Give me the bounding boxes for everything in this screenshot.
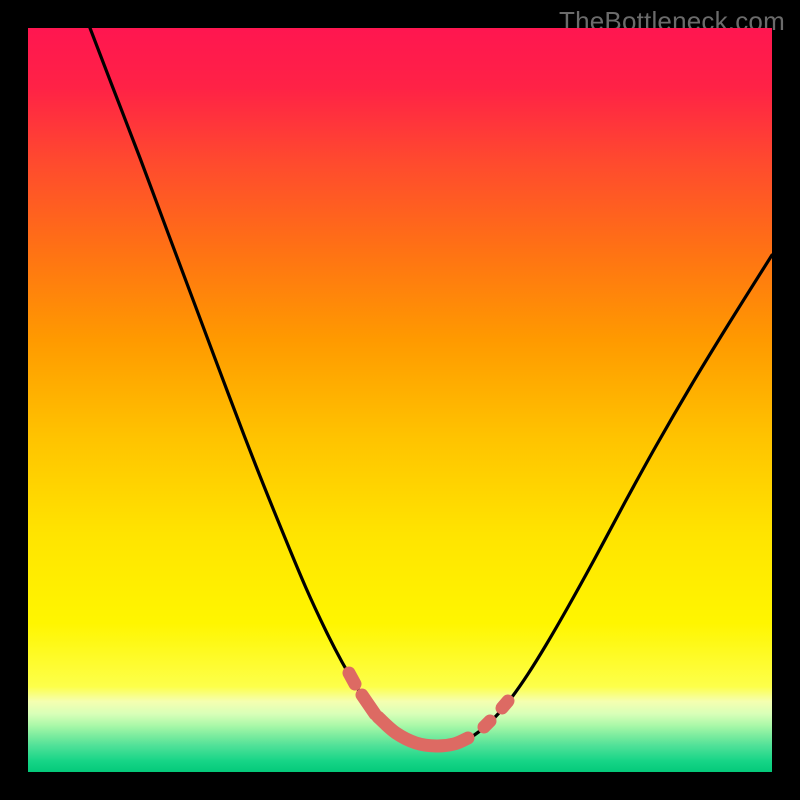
plot-area xyxy=(28,28,772,772)
chart-background xyxy=(28,28,772,772)
highlight-segment-3 xyxy=(484,721,490,727)
chart-svg xyxy=(28,28,772,772)
highlight-segment-0 xyxy=(349,673,355,684)
highlight-segment-4 xyxy=(502,701,508,708)
